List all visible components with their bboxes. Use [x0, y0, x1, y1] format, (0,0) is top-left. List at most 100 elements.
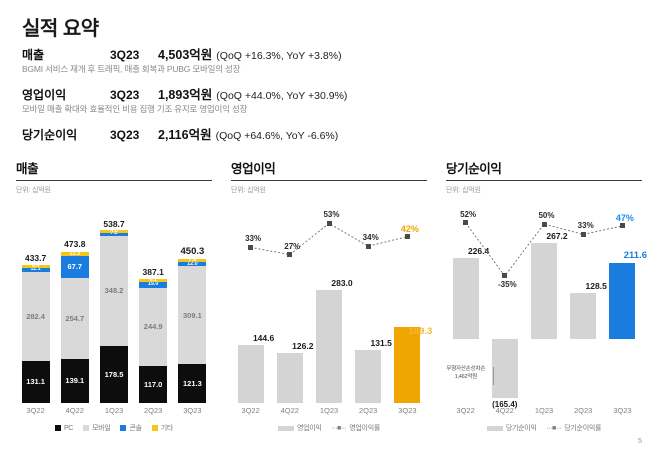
x-axis-label: 3Q22: [456, 406, 475, 415]
bar-total-label: 433.7: [24, 253, 47, 264]
legend-item: PC: [54, 425, 73, 432]
x-axis-label: 3Q22: [26, 406, 45, 415]
bar-segment-mobile: 254.7: [60, 277, 89, 359]
bar-operating-profit: [276, 352, 303, 403]
bar-segment-pc: 131.1: [21, 361, 50, 403]
summary-note-operating-profit: 모바일 매출 확대와 효율적인 비용 집행 기조 유지로 영업이익 성장: [22, 104, 248, 114]
stacked-bar-column: 121.3 309.1 12.0 7.9: [178, 257, 207, 403]
bar-segment-value: 19.0: [147, 281, 159, 288]
bar-segment-value: 139.1: [65, 376, 85, 386]
margin-marker: [287, 252, 293, 258]
chart-title-operating-profit: 영업이익: [231, 162, 276, 176]
legend-item-bar: 당기순이익: [486, 423, 537, 433]
bar-segment-value: 131.1: [26, 377, 45, 387]
bar-segment-value: 121.3: [183, 378, 202, 388]
bar-segment-etc: 7.9: [178, 257, 207, 264]
margin-value-label: 33%: [577, 221, 594, 231]
bar-value-label: (165.4): [492, 399, 518, 409]
bar-operating-profit: [394, 327, 421, 403]
margin-marker: [326, 220, 332, 226]
bar-segment-pc: 117.0: [139, 365, 168, 403]
legend-item: 모바일: [83, 423, 111, 433]
bar-segment-console: 11.1: [21, 266, 50, 272]
legend-bar-swatch-icon: [486, 425, 503, 431]
x-axis-label: 2Q23: [359, 406, 378, 415]
legend-label: 모바일: [92, 425, 111, 432]
margin-marker: [404, 234, 410, 240]
summary-amount: 2,116억원: [158, 128, 212, 142]
summary-quarter: 3Q23: [110, 88, 140, 102]
margin-marker: [580, 231, 586, 237]
margin-marker: [541, 221, 547, 227]
bar-segment-value: 254.7: [65, 313, 85, 323]
x-axis-label: 2Q23: [574, 406, 593, 415]
bar-segment-mobile: 282.4: [21, 271, 50, 362]
impairment-annotation: 무형자산손상차손 1,462억원: [439, 365, 493, 382]
title-rule: [446, 180, 642, 181]
chart-title-net-income: 당기순이익: [446, 162, 502, 176]
bar-segment-value: 12.3: [69, 250, 81, 257]
bar-operating-profit: [355, 350, 382, 403]
margin-value-label: -35%: [497, 279, 517, 289]
summary-change: (QoQ +16.3%, YoY +3.8%): [216, 50, 342, 62]
bar-segment-value: 178.5: [104, 369, 124, 379]
stacked-bar-column: 139.1 254.7 67.7 12.3: [60, 250, 89, 403]
bar-segment-pc: 178.5: [100, 346, 128, 403]
bar-segment-mobile: 348.2: [100, 235, 128, 347]
bar-value-label: 128.5: [585, 280, 607, 291]
bar-segment-console: 12.0: [178, 260, 207, 267]
bar-total-label: 538.7: [103, 218, 125, 229]
bar-value-label: 283.0: [331, 277, 353, 288]
chart-unit-revenue: 단위: 십억원: [16, 187, 51, 194]
stacked-bar-column: 178.5 348.2 7.2 4.8: [100, 228, 128, 403]
chart-unit-net-income: 단위: 십억원: [446, 187, 481, 194]
bar-total-label: 450.3: [180, 245, 205, 257]
bar-value-label: 189.3: [408, 326, 433, 338]
summary-label: 당기순이익: [22, 128, 78, 142]
legend-item-line: ···■··· 영업이익률: [332, 423, 381, 433]
x-axis-label: 1Q23: [104, 406, 124, 415]
summary-amount: 4,503억원: [158, 48, 213, 62]
summary-row-revenue: 매출 3Q23 4,503억원 (QoQ +16.3%, YoY +3.8%): [22, 44, 632, 62]
page-title: 실적 요약: [22, 18, 99, 40]
bar-segment-value: 7.9: [188, 257, 197, 264]
legend-label: 영업이익률: [349, 425, 380, 432]
margin-value-label: 27%: [284, 241, 301, 251]
summary-block: 매출 3Q23 4,503억원 (QoQ +16.3%, YoY +3.8%) …: [22, 44, 632, 142]
bar-total-label: 387.1: [142, 267, 164, 277]
bar-segment-value: 7.2: [110, 230, 118, 237]
chart-plot-revenue: 131.1 282.4 11.1 6.4 433.7 3Q22 139.1 254.7 67.7…: [16, 201, 212, 432]
bar-segment-etc: 4.8: [100, 228, 128, 234]
legend-swatch-icon: [151, 425, 158, 431]
bar-segment-value: 309.1: [183, 310, 202, 320]
margin-value-label: 34%: [362, 233, 379, 243]
chart-panel-net-income: 당기순이익 단위: 십억원 226.4 3Q22 (165.4) 4Q22 267.2 1…: [446, 158, 647, 440]
chart-panel-revenue: 매출 단위: 십억원 131.1 282.4 11.1 6.4 433.7 3Q22 139…: [16, 158, 216, 440]
legend-label: 영업이익: [297, 425, 322, 432]
bar-segment-value: 117.0: [144, 379, 163, 389]
chart-unit-operating-profit: 단위: 십억원: [231, 187, 266, 194]
legend-item: 기타: [151, 423, 173, 433]
title-rule: [16, 180, 212, 181]
margin-value-label: 33%: [245, 234, 262, 244]
x-axis-label: 3Q22: [241, 406, 260, 415]
legend-swatch-icon: [120, 425, 127, 431]
impairment-annotation-line2: 1,462억원: [454, 373, 478, 380]
bar-segment-value: 348.2: [104, 286, 124, 296]
bar-value-label: 131.5: [370, 338, 392, 349]
margin-marker: [463, 220, 469, 226]
margin-marker: [502, 273, 508, 279]
bar-segment-value: 12.0: [187, 260, 198, 267]
x-axis-label: 4Q22: [65, 406, 84, 415]
x-axis-label: 2Q23: [144, 406, 163, 415]
legend-swatch-icon: [54, 425, 61, 431]
bar-segment-value: 282.4: [26, 311, 45, 321]
chart-plot-operating-profit: 144.6 3Q22 126.2 4Q22 283.0 1Q23 131.5 2Q23 189.…: [231, 201, 432, 432]
chart-legend-operating-profit: 영업이익 ···■··· 영업이익률: [231, 423, 427, 433]
bar-operating-profit: [237, 345, 264, 403]
bar-segment-etc: 12.3: [60, 250, 89, 257]
x-axis-label: 3Q23: [183, 406, 202, 415]
annotation-leader-line: [492, 367, 494, 385]
bar-net-income: [531, 243, 557, 339]
